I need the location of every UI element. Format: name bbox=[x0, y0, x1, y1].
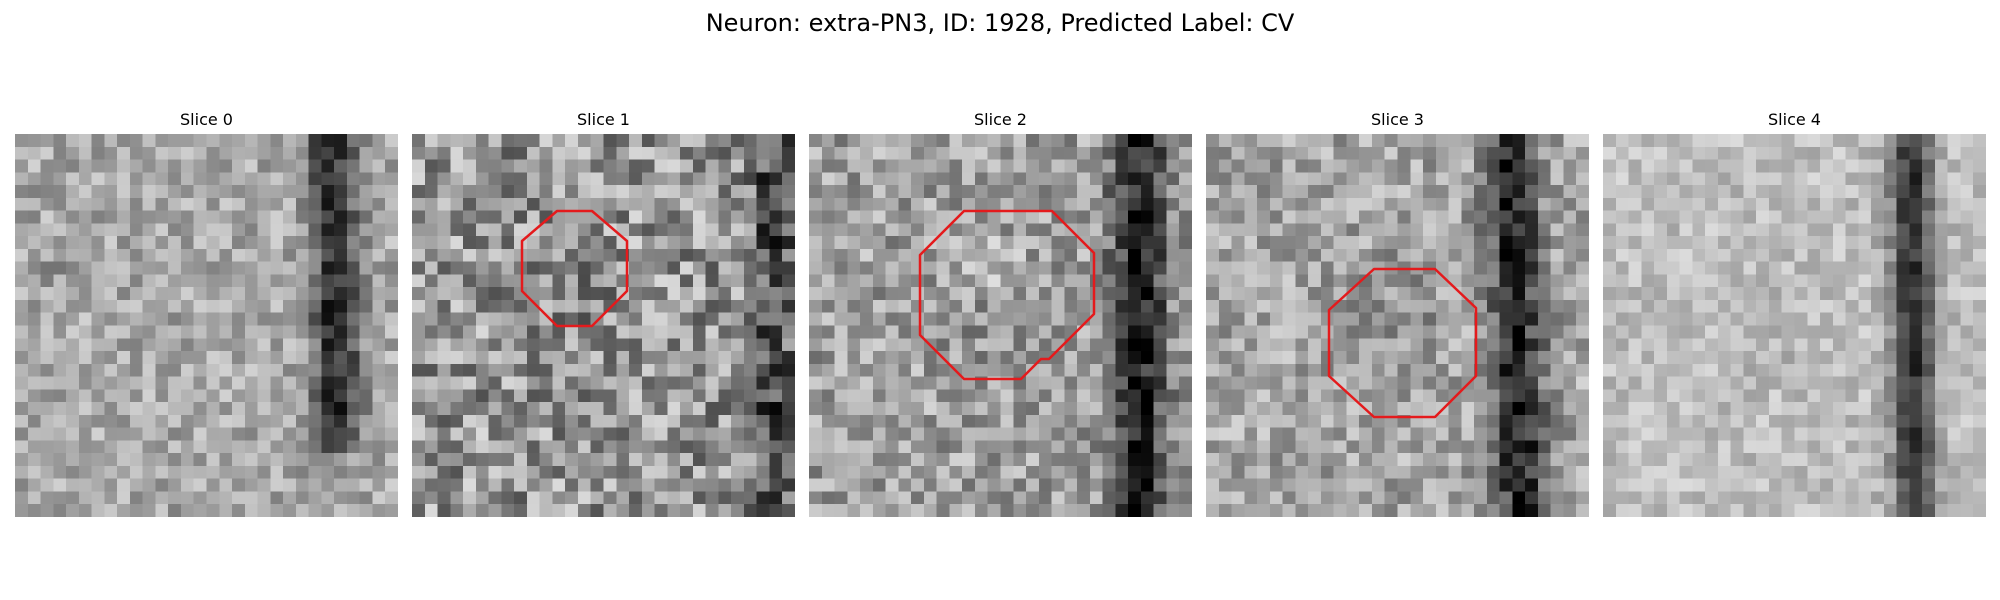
microscopy-slice-image bbox=[1603, 134, 1986, 517]
slice-title: Slice 0 bbox=[180, 110, 233, 129]
slice-panel-3: Slice 3 bbox=[1206, 108, 1589, 517]
slice-panel-1: Slice 1 bbox=[412, 108, 795, 517]
slice-title: Slice 2 bbox=[974, 110, 1027, 129]
slice-panel-4: Slice 4 bbox=[1603, 108, 1986, 517]
figure-title: Neuron: extra-PN3, ID: 1928, Predicted L… bbox=[705, 9, 1295, 37]
microscopy-slice-image bbox=[809, 134, 1192, 517]
slice-panel-2: Slice 2 bbox=[809, 108, 1192, 517]
microscopy-slice-image bbox=[1206, 134, 1589, 517]
slice-panel-0: Slice 0 bbox=[15, 108, 398, 517]
slice-title: Slice 4 bbox=[1768, 110, 1821, 129]
slice-title: Slice 1 bbox=[577, 110, 630, 129]
slice-title: Slice 3 bbox=[1371, 110, 1424, 129]
microscopy-slice-image bbox=[15, 134, 398, 517]
microscopy-slice-image bbox=[412, 134, 795, 517]
